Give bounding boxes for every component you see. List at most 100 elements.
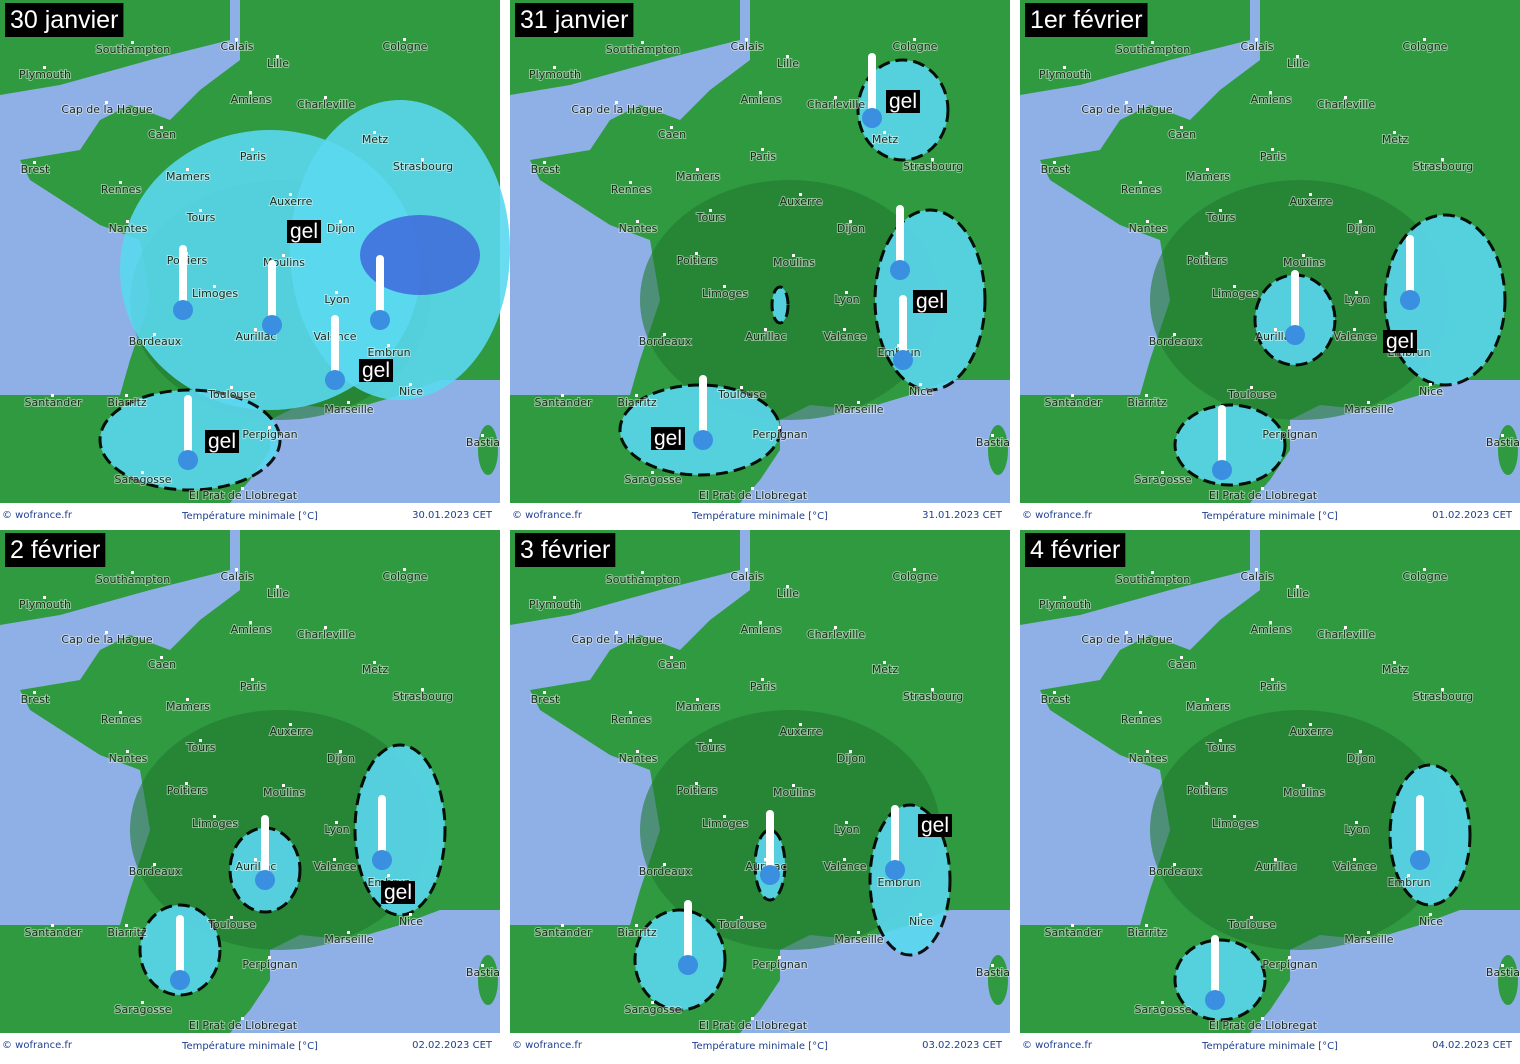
city-label: Valence — [823, 330, 866, 343]
city-dot — [1302, 784, 1305, 787]
thermometer-bulb — [893, 350, 913, 370]
city-label: Paris — [1260, 680, 1286, 693]
city-dot — [883, 661, 886, 664]
thermometer — [268, 260, 276, 325]
gel-box — [885, 90, 921, 113]
city-dot — [843, 328, 846, 331]
city-label: Bastia — [976, 966, 1010, 979]
city-label: Toulouse — [1227, 388, 1276, 401]
thermometer-bulb — [862, 108, 882, 128]
city-dot — [141, 471, 144, 474]
thermometer-bulb — [693, 430, 713, 450]
city-label: Charleville — [1317, 628, 1375, 641]
city-label: Lyon — [1344, 823, 1369, 836]
city-dot — [764, 328, 767, 331]
city-label: Brest — [531, 163, 560, 176]
city-dot — [105, 631, 108, 634]
city-label: Biarritz — [107, 396, 147, 409]
city-dot — [125, 394, 128, 397]
city-label: Plymouth — [19, 68, 71, 81]
city-dot — [409, 383, 412, 386]
thermometer — [1416, 795, 1424, 860]
city-dot — [641, 41, 644, 44]
city-dot — [481, 434, 484, 437]
city-label: Dijon — [837, 222, 865, 235]
city-dot — [199, 209, 202, 212]
city-dot — [339, 220, 342, 223]
city-label: Caen — [658, 658, 686, 671]
map-panel: Southampton Plymouth Calais Lille Cologne Cap… — [0, 0, 510, 525]
city-dot — [849, 750, 852, 753]
city-label: Nantes — [109, 752, 148, 765]
city-label: Lyon — [834, 823, 859, 836]
city-dot — [387, 874, 390, 877]
city-dot — [845, 291, 848, 294]
footer-variable: Température minimale [°C] — [691, 1040, 828, 1052]
panel-title: 2 février — [10, 536, 100, 564]
city-label: Lille — [267, 587, 289, 600]
city-label: Brest — [21, 163, 50, 176]
city-dot — [786, 585, 789, 588]
city-dot — [51, 924, 54, 927]
city-label: Poitiers — [1187, 254, 1228, 267]
city-dot — [1205, 252, 1208, 255]
city-dot — [276, 55, 279, 58]
city-dot — [1173, 333, 1176, 336]
city-label: Paris — [750, 150, 776, 163]
footer-date: 01.02.2023 CET — [1432, 510, 1513, 521]
city-label: El Prat de Llobregat — [699, 1019, 808, 1032]
footer-date: 31.01.2023 CET — [922, 510, 1003, 521]
title-box — [5, 533, 106, 567]
city-dot — [347, 401, 350, 404]
city-dot — [883, 131, 886, 134]
city-label: Moulins — [1283, 786, 1325, 799]
city-label: Saragosse — [1135, 473, 1192, 486]
footer-source: © wofrance.fr — [1022, 1040, 1093, 1051]
city-label: Metz — [872, 133, 899, 146]
gel-box — [286, 220, 322, 243]
city-dot — [1271, 678, 1274, 681]
city-label: Bordeaux — [1149, 865, 1202, 878]
footer — [0, 1033, 500, 1055]
city-dot — [125, 924, 128, 927]
land — [1498, 425, 1518, 475]
footer-variable: Température minimale [°C] — [691, 510, 828, 522]
city-dot — [764, 858, 767, 861]
city-label: Dijon — [837, 752, 865, 765]
city-label: Mamers — [1186, 700, 1230, 713]
city-label: Bordeaux — [639, 335, 692, 348]
city-dot — [1429, 383, 1432, 386]
thermometer-bulb — [760, 865, 780, 885]
city-dot — [254, 858, 257, 861]
city-dot — [543, 691, 546, 694]
city-dot — [1139, 181, 1142, 184]
city-label: Aurillac — [746, 330, 787, 343]
city-label: Valence — [823, 860, 866, 873]
city-label: Moulins — [263, 786, 305, 799]
city-dot — [745, 38, 748, 41]
thermometer — [179, 245, 187, 310]
city-dot — [160, 656, 163, 659]
city-label: Tours — [1206, 741, 1236, 754]
city-dot — [849, 220, 852, 223]
city-label: Nice — [399, 385, 423, 398]
city-dot — [185, 782, 188, 785]
city-dot — [249, 91, 252, 94]
city-label: Mamers — [676, 700, 720, 713]
footer-source: © wofrance.fr — [2, 510, 73, 521]
city-dot — [1071, 394, 1074, 397]
city-dot — [709, 739, 712, 742]
thermometer — [378, 795, 386, 860]
city-dot — [740, 386, 743, 389]
city-label: Aurillac — [236, 860, 277, 873]
city-label: Marseille — [1344, 933, 1393, 946]
city-label: Cap de la Hague — [1081, 633, 1172, 646]
city-dot — [543, 161, 546, 164]
city-label: Biarritz — [1127, 926, 1167, 939]
city-dot — [1219, 209, 1222, 212]
city-dot — [723, 815, 726, 818]
land-shade — [1150, 710, 1450, 950]
city-dot — [1151, 571, 1154, 574]
city-dot — [1296, 585, 1299, 588]
city-dot — [1139, 711, 1142, 714]
